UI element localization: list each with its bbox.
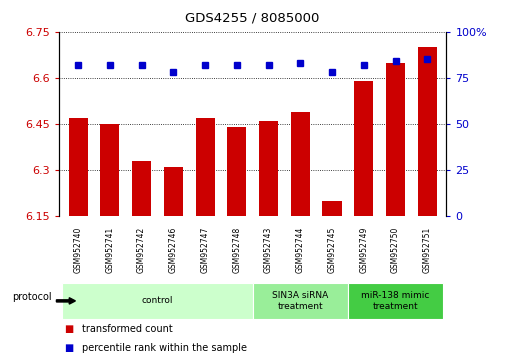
Bar: [354, 81, 373, 216]
Bar: [132, 161, 151, 216]
Text: GSM952746: GSM952746: [169, 226, 178, 273]
Text: percentile rank within the sample: percentile rank within the sample: [82, 343, 247, 353]
Text: ■: ■: [64, 324, 73, 334]
Text: GSM952747: GSM952747: [201, 226, 209, 273]
Text: miR-138 mimic
treatment: miR-138 mimic treatment: [361, 291, 430, 310]
Bar: [259, 121, 278, 216]
Bar: [386, 63, 405, 216]
Text: GSM952751: GSM952751: [423, 227, 432, 273]
Bar: [100, 124, 120, 216]
Text: GSM952743: GSM952743: [264, 226, 273, 273]
Bar: [291, 112, 310, 216]
Text: GSM952748: GSM952748: [232, 227, 241, 273]
Text: transformed count: transformed count: [82, 324, 173, 334]
Bar: [62, 283, 253, 319]
Text: GSM952745: GSM952745: [327, 226, 337, 273]
Text: control: control: [142, 296, 173, 306]
Text: ■: ■: [64, 343, 73, 353]
Bar: [323, 201, 342, 216]
Text: GSM952749: GSM952749: [359, 226, 368, 273]
Text: GSM952740: GSM952740: [73, 226, 83, 273]
Bar: [253, 283, 348, 319]
Text: SIN3A siRNA
treatment: SIN3A siRNA treatment: [272, 291, 328, 310]
Text: GSM952741: GSM952741: [105, 227, 114, 273]
Text: GDS4255 / 8085000: GDS4255 / 8085000: [186, 12, 320, 25]
Text: GSM952750: GSM952750: [391, 226, 400, 273]
Bar: [195, 118, 214, 216]
Text: protocol: protocol: [12, 292, 51, 302]
Text: GSM952742: GSM952742: [137, 227, 146, 273]
Bar: [418, 47, 437, 216]
Text: GSM952744: GSM952744: [296, 226, 305, 273]
Bar: [69, 118, 88, 216]
Bar: [164, 167, 183, 216]
Bar: [227, 127, 246, 216]
Bar: [348, 283, 443, 319]
